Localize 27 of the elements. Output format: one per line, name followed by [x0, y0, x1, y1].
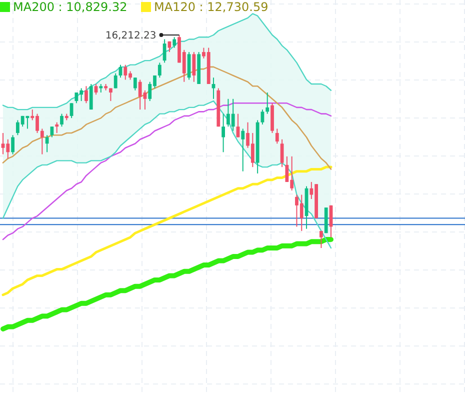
candlestick — [260, 109, 264, 125]
candlestick — [84, 86, 88, 104]
candlestick — [241, 128, 245, 172]
candlestick — [70, 102, 74, 119]
candlestick — [55, 122, 59, 134]
candlestick — [109, 88, 112, 102]
candlestick — [162, 38, 166, 64]
candlestick — [40, 128, 44, 155]
candlestick — [275, 128, 279, 144]
candlestick — [222, 113, 225, 153]
candlestick — [158, 62, 162, 78]
annotation: 16,212.23 — [105, 30, 156, 42]
candlestick — [192, 52, 196, 82]
candlestick — [94, 83, 98, 96]
candlestick — [133, 77, 137, 91]
legend-label: MA200 : 10,829.32 — [13, 0, 128, 14]
candlestick — [280, 138, 284, 168]
candlestick — [11, 134, 14, 155]
candlestick — [89, 83, 93, 110]
candlestick — [172, 36, 176, 48]
legend-label: MA120 : 12,730.59 — [154, 0, 268, 14]
candlestick — [45, 134, 49, 153]
candlestick — [266, 92, 270, 114]
candlestick — [320, 230, 323, 248]
candlestick — [60, 113, 64, 128]
candlestick — [114, 72, 118, 89]
candlestick — [212, 77, 216, 100]
